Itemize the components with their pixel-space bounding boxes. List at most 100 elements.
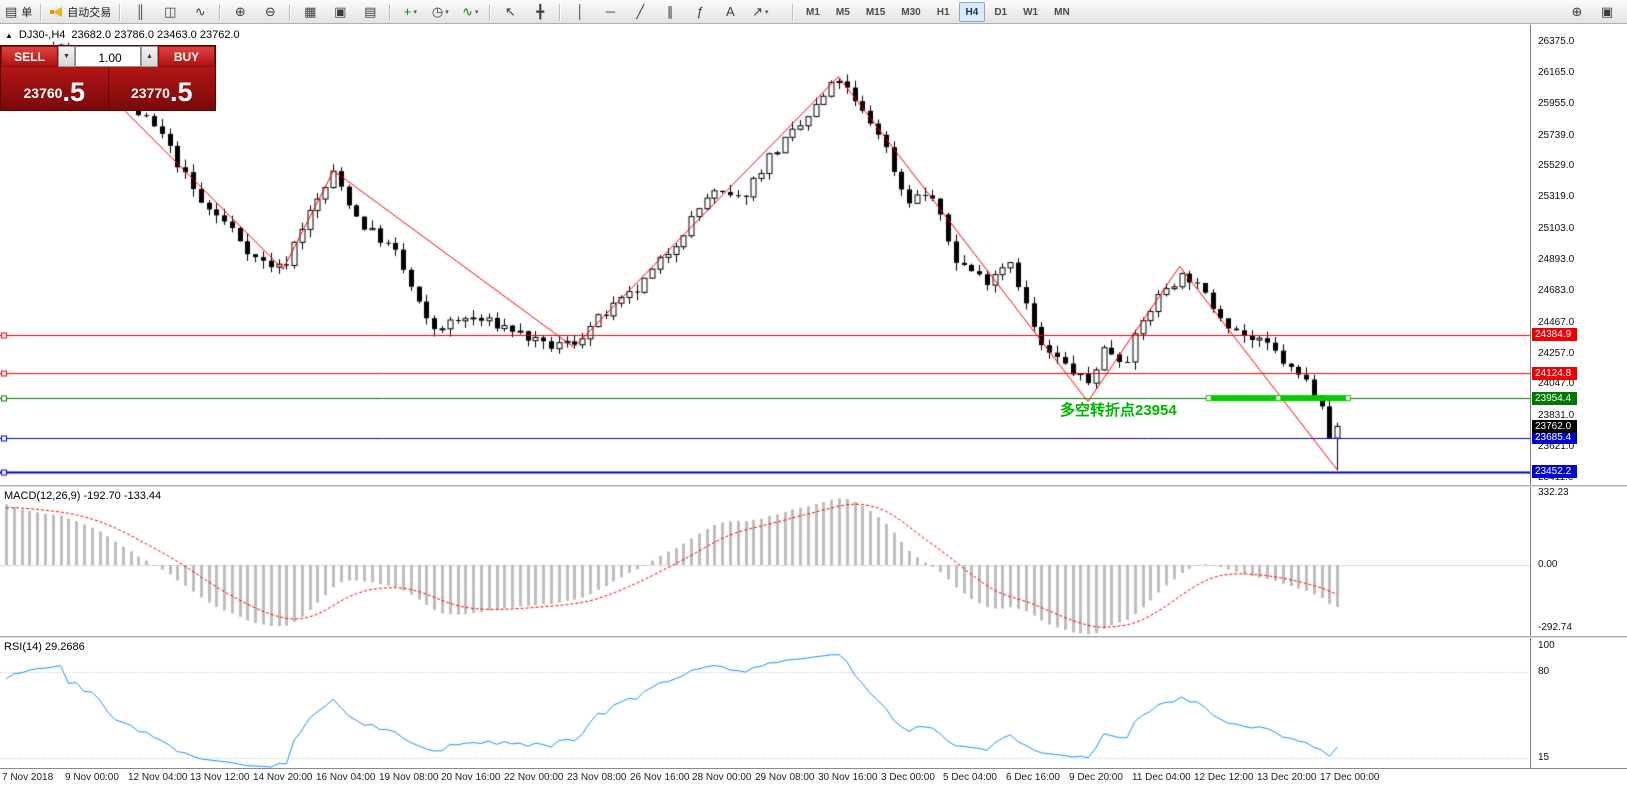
trendline-icon: ╱ <box>636 4 645 19</box>
trendline-button[interactable]: ╱ <box>626 1 654 23</box>
price-badge-hline: 24384.9 <box>1532 328 1577 342</box>
volume-input[interactable] <box>76 47 144 68</box>
rsi-scale-label: 100 <box>1538 640 1555 651</box>
volume-up-button[interactable]: ▲ <box>141 46 158 67</box>
line-chart-button[interactable]: ∿ <box>186 1 214 23</box>
price-scale[interactable]: 26375.0 26165.0 25955.0 25739.0 25529.0 25319… <box>1530 25 1627 768</box>
timeframe-h1-button[interactable]: H1 <box>936 6 950 18</box>
time-scale-label: 26 Nov 16:00 <box>630 772 690 783</box>
chevron-down-icon: ▾ <box>474 9 479 16</box>
macd-panel-separator[interactable] <box>0 485 1627 487</box>
time-scale-label: 13 Nov 12:00 <box>190 772 250 783</box>
time-scale-label: 14 Nov 20:00 <box>253 772 313 783</box>
sell-price-button[interactable]: 23760.5 <box>1 67 108 110</box>
one-click-panel-toggle-icon[interactable]: ▲ <box>5 30 13 40</box>
chevron-down-icon: ▾ <box>445 9 449 16</box>
indicators-button[interactable]: ∿ ▾ <box>456 1 484 23</box>
toolbar-separator <box>489 3 492 21</box>
profiles-button[interactable]: ◷ ▾ <box>426 1 454 23</box>
arrange-windows-icon: ▤ <box>364 4 377 19</box>
toolbar-left-groups: ▤ 单 自动交易 ║ ◫ ∿ ⊕ ⊖ ▦ ▣ ▤ + ▾ ◷ ▾ ∿ ▾ ↖ ╋ │ ─ ╱ ∥ ƒ A ↗ ▾ <box>0 0 775 24</box>
autotrade-button-label: 自动交易 <box>67 7 112 19</box>
toolbar-separator <box>289 3 292 21</box>
price-badge-hline: 23452.2 <box>1532 465 1577 479</box>
cursor-button[interactable]: ↖ <box>496 1 524 23</box>
time-scale-label: 17 Dec 00:00 <box>1320 772 1380 783</box>
toolbar-separator <box>119 3 122 21</box>
volume-down-button[interactable]: ▼ <box>58 46 75 67</box>
zoom-in-button[interactable]: ⊕ <box>226 1 254 23</box>
candlestick-chart-icon: ◫ <box>164 4 177 19</box>
price-badge-hline: 23685.4 <box>1532 431 1577 445</box>
bar-chart-icon: ║ <box>135 4 145 19</box>
buy-button[interactable]: BUY <box>158 46 215 67</box>
macd-scale-label: 332.23 <box>1538 487 1569 498</box>
cascade-windows-button[interactable]: ▣ <box>326 1 354 23</box>
chevron-down-icon: ▾ <box>413 9 417 16</box>
time-scale-label: 11 Dec 04:00 <box>1132 772 1191 783</box>
fibonacci-icon: ƒ <box>696 4 704 19</box>
channel-icon: ∥ <box>667 4 674 19</box>
vertical-line-button[interactable]: │ <box>566 1 594 23</box>
price-scale-label: 25103.0 <box>1538 223 1575 235</box>
timeframe-m5-button[interactable]: M5 <box>835 6 850 18</box>
pivot-annotation-text: 多空转折点23954 <box>1060 402 1177 419</box>
tile-windows-button[interactable]: ▦ <box>296 1 324 23</box>
document-button[interactable]: ▣ <box>1593 1 1621 23</box>
arrow-tools-button[interactable]: ↗ ▾ <box>746 1 774 23</box>
bar-chart-button[interactable]: ║ <box>126 1 154 23</box>
buy-price-main-digits: 23770 <box>131 85 170 101</box>
sell-button[interactable]: SELL <box>1 46 58 67</box>
time-scale-label: 16 Nov 04:00 <box>316 772 376 783</box>
autotrade-button[interactable]: 自动交易 <box>47 1 114 23</box>
arrange-windows-button[interactable]: ▤ <box>356 1 384 23</box>
zoom-out-icon: ⊖ <box>264 4 276 19</box>
text-button[interactable]: A <box>716 1 744 23</box>
time-scale-label: 22 Nov 00:00 <box>504 772 564 783</box>
volume-field-wrap <box>75 46 144 68</box>
timeframe-w1-button[interactable]: W1 <box>1023 6 1039 18</box>
timeframe-m1-button[interactable]: M1 <box>806 6 820 18</box>
timeframe-toolbar: M1 M5 M15 M30 H1 H4 D1 W1 MN <box>788 0 1078 24</box>
chevron-down-icon: ▾ <box>764 9 769 16</box>
symbol-timeframe-label: DJ30-,H4 <box>18 29 66 41</box>
buy-price-button[interactable]: 23770.5 <box>107 67 216 110</box>
fibonacci-button[interactable]: ƒ <box>686 1 714 23</box>
sell-price-pip-digits: .5 <box>62 77 85 107</box>
one-click-trading-panel: SELL ▼ ▲ BUY 23760.5 23770.5 <box>0 45 216 111</box>
horizontal-line-icon: ─ <box>605 4 615 19</box>
rsi-panel-separator[interactable] <box>0 636 1627 638</box>
main-chart-canvas[interactable] <box>0 25 1530 486</box>
price-scale-label: 24683.0 <box>1538 284 1575 296</box>
zoom-out-button[interactable]: ⊖ <box>256 1 284 23</box>
time-axis-border <box>0 768 1627 769</box>
new-order-button[interactable]: ▤ 单 <box>2 1 35 23</box>
toolbar-separator <box>792 3 794 21</box>
timeframe-d1-button[interactable]: D1 <box>994 6 1008 18</box>
timeframe-mn-button[interactable]: MN <box>1054 6 1070 18</box>
time-scale-label: 9 Nov 00:00 <box>65 772 119 783</box>
time-scale[interactable]: 7 Nov 2018 9 Nov 00:00 12 Nov 04:00 13 Nov … <box>0 769 1627 786</box>
zoom-window-icon: ⊕ <box>1571 4 1583 19</box>
price-scale-label: 24257.0 <box>1538 347 1575 359</box>
candlestick-chart-button[interactable]: ◫ <box>156 1 184 23</box>
line-chart-icon: ∿ <box>194 4 206 19</box>
rsi-indicator-canvas[interactable] <box>0 639 1530 768</box>
time-scale-label: 9 Dec 20:00 <box>1069 772 1123 783</box>
price-scale-label: 23831.0 <box>1538 410 1575 422</box>
text-icon: A <box>725 4 735 19</box>
price-badge-hline: 23954.4 <box>1532 391 1577 405</box>
time-scale-label: 19 Nov 08:00 <box>379 772 439 783</box>
new-chart-button[interactable]: + ▾ <box>396 1 424 23</box>
zoom-in-icon: ⊕ <box>234 4 246 19</box>
zoom-window-button[interactable]: ⊕ <box>1563 1 1591 23</box>
toolbar-separator <box>40 3 43 21</box>
channel-button[interactable]: ∥ <box>656 1 684 23</box>
timeframe-h4-button[interactable]: H4 <box>958 2 986 22</box>
horizontal-line-button[interactable]: ─ <box>596 1 624 23</box>
price-scale-label: 25955.0 <box>1538 97 1575 109</box>
macd-indicator-canvas[interactable] <box>0 488 1530 637</box>
crosshair-button[interactable]: ╋ <box>526 1 554 23</box>
timeframe-m15-button[interactable]: M15 <box>865 6 886 18</box>
timeframe-m30-button[interactable]: M30 <box>901 6 921 18</box>
